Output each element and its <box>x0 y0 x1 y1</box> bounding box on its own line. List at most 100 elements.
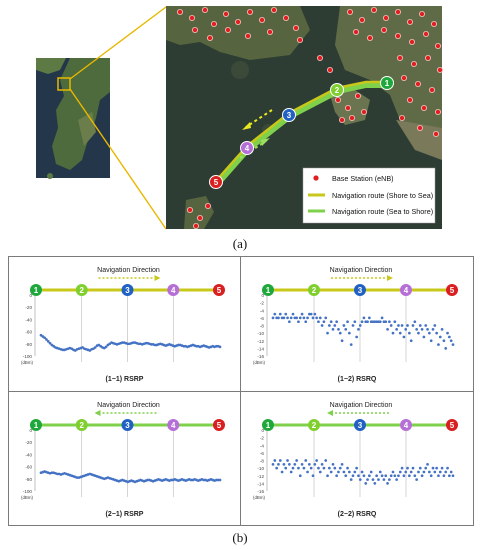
data-point <box>306 316 309 320</box>
data-point <box>428 331 431 335</box>
base-station-marker <box>400 75 407 82</box>
data-point <box>297 466 300 470</box>
map-legend: Base Station (eNB) Navigation route (Sho… <box>302 167 436 224</box>
data-point <box>353 320 357 324</box>
data-point <box>277 462 280 466</box>
korea-inset-map <box>36 58 110 179</box>
data-point <box>422 470 426 474</box>
y-tick-label: -20 <box>25 305 32 310</box>
data-point <box>271 316 275 320</box>
data-point <box>351 324 355 327</box>
data-point <box>451 343 455 346</box>
data-point <box>45 338 48 341</box>
base-station-marker <box>201 7 208 13</box>
data-point <box>368 316 371 320</box>
waypoint-marker-2: 2 <box>75 284 88 296</box>
base-station-marker <box>428 87 435 94</box>
y-tick-label: -10 <box>257 466 264 471</box>
data-point <box>358 478 362 481</box>
data-point <box>408 331 411 335</box>
arrow-shore-to-sea <box>242 109 273 130</box>
data-point <box>286 316 289 320</box>
data-point <box>331 462 335 466</box>
base-station-marker <box>396 55 403 62</box>
data-point <box>48 341 52 345</box>
waypoint-marker-1: 1 <box>30 284 42 296</box>
data-point <box>437 343 440 346</box>
svg-text:2: 2 <box>312 421 317 430</box>
svg-text:4: 4 <box>404 286 409 295</box>
data-point <box>328 324 331 327</box>
waypoint-marker-5: 5 <box>446 419 458 431</box>
svg-text:2: 2 <box>80 286 85 295</box>
legend-base-station-label: Base Station (eNB) <box>332 174 394 183</box>
base-station-marker <box>326 67 333 74</box>
waypoint-marker-5: 5 <box>446 284 458 296</box>
data-point <box>415 327 418 331</box>
base-station-marker <box>358 16 365 23</box>
data-point <box>309 312 313 316</box>
svg-text:1: 1 <box>266 421 271 430</box>
data-point <box>417 470 420 474</box>
data-point <box>298 474 302 478</box>
base-station-marker <box>422 30 429 37</box>
data-point <box>317 320 320 324</box>
data-point <box>288 462 291 466</box>
data-point <box>358 324 362 327</box>
data-point <box>375 474 378 478</box>
svg-text:4: 4 <box>245 144 250 153</box>
data-point <box>409 339 413 343</box>
waypoint-marker-3: 3 <box>354 419 366 431</box>
base-station-marker <box>188 14 195 21</box>
base-station-marker <box>191 26 198 33</box>
chart-rsrp-sea-to-shore: Navigation Direction 1 2 3 4 5 0 -20 -40 -60 -80 -1… <box>21 402 225 518</box>
data-point <box>355 335 358 339</box>
data-point <box>297 320 300 324</box>
data-point <box>329 320 333 324</box>
data-point <box>320 324 324 327</box>
svg-text:3: 3 <box>125 286 130 295</box>
data-point <box>293 462 297 466</box>
base-station-marker <box>234 18 241 25</box>
y-axis-unit: (dBm) <box>253 360 265 365</box>
svg-text:5: 5 <box>217 421 222 430</box>
data-point <box>324 316 328 320</box>
navigation-direction-label: Navigation Direction <box>97 267 160 274</box>
base-station-marker <box>346 8 353 15</box>
data-point <box>391 331 395 335</box>
data-point <box>444 470 448 474</box>
data-point <box>395 478 398 481</box>
base-station-marker <box>266 28 273 35</box>
data-point <box>351 474 355 478</box>
data-point <box>308 462 311 466</box>
data-point <box>302 316 306 320</box>
data-point <box>278 459 282 462</box>
base-station-marker <box>186 206 193 213</box>
data-point <box>388 320 391 324</box>
y-tick-label: -40 <box>25 317 32 322</box>
data-point <box>393 474 397 478</box>
data-point <box>275 466 278 470</box>
data-point <box>393 320 397 324</box>
base-station-marker <box>418 10 425 17</box>
data-point <box>313 462 317 466</box>
data-point <box>417 331 420 335</box>
data-point <box>433 324 437 327</box>
y-tick-label: -10 <box>257 331 264 336</box>
map-waypoint-4: 4 <box>240 141 254 155</box>
data-point <box>406 324 409 327</box>
data-point <box>328 466 331 470</box>
data-point <box>389 324 393 327</box>
data-point <box>391 470 395 474</box>
data-point <box>366 320 369 324</box>
data-point <box>337 470 340 474</box>
y-tick-label: -80 <box>25 342 32 347</box>
data-point <box>273 312 277 316</box>
data-point <box>338 466 342 470</box>
data-point <box>286 459 289 462</box>
data-point <box>355 466 358 470</box>
data-point <box>369 470 373 474</box>
caption-b: (b) <box>232 530 248 545</box>
data-point <box>428 470 431 474</box>
base-station-marker <box>222 10 229 17</box>
